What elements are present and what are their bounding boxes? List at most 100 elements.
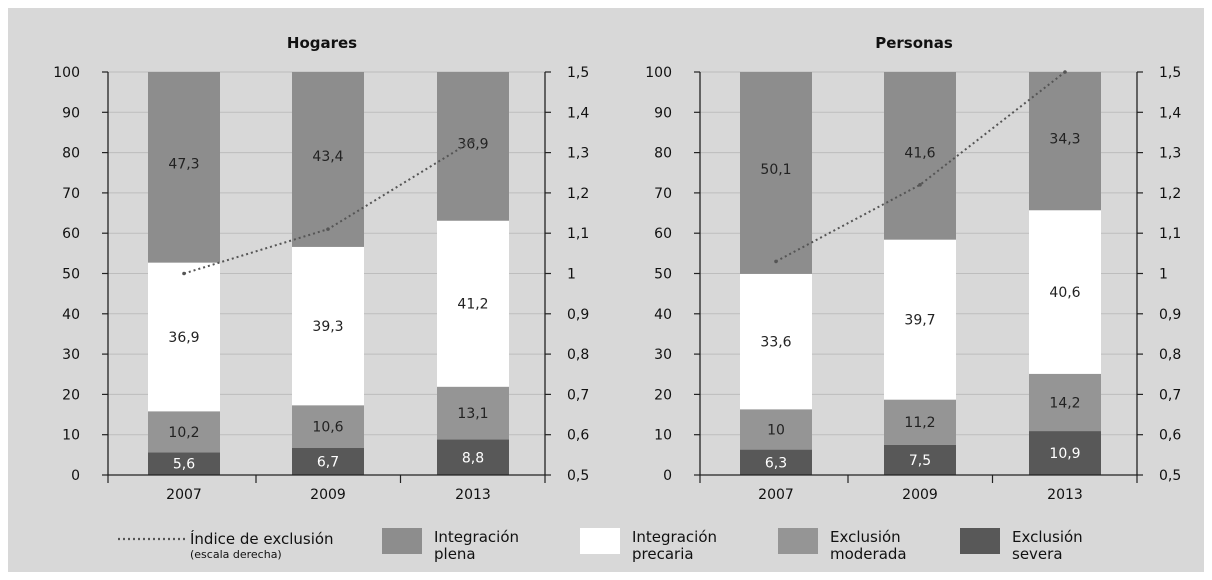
- y2-tick-label: 1,1: [1159, 226, 1181, 242]
- x-tick-label: 2007: [166, 487, 202, 503]
- bar-value-label: 11,2: [904, 415, 935, 431]
- bar-value-label: 5,6: [173, 457, 195, 473]
- y-tick-label: 100: [645, 65, 672, 81]
- legend: Índice de exclusión(escala derecha) Integ…: [118, 528, 1083, 563]
- y-tick-label: 90: [62, 105, 80, 121]
- bar-segment: [884, 444, 956, 475]
- legend-exclusion-severa-label: Exclusión: [1012, 528, 1083, 546]
- y-tick-label: 100: [53, 65, 80, 81]
- bar-segment: [740, 409, 812, 450]
- bar-segment: [437, 220, 509, 387]
- y2-tick-label: 0,5: [567, 468, 589, 484]
- index-point: [182, 271, 186, 276]
- bar-value-label: 10: [767, 422, 785, 438]
- bar-segment: [1029, 431, 1101, 475]
- legend-exclusion-severa-swatch: [960, 528, 1000, 554]
- y-tick-label: 0: [71, 468, 80, 484]
- y2-tick-label: 1,3: [567, 146, 589, 162]
- bar-segment: [292, 72, 364, 247]
- legend-exclusion-severa-label-line2: severa: [1012, 545, 1063, 563]
- y2-tick-label: 0,5: [1159, 468, 1181, 484]
- y-tick-label: 30: [654, 347, 672, 363]
- y-tick-label: 80: [62, 146, 80, 162]
- bar-value-label: 10,6: [312, 420, 343, 436]
- y-tick-label: 0: [663, 468, 672, 484]
- y2-tick-label: 1: [567, 267, 576, 283]
- y2-tick-label: 1,4: [1159, 105, 1181, 121]
- y2-tick-label: 0,6: [567, 428, 589, 444]
- x-tick-label: 2007: [758, 487, 794, 503]
- y2-tick-label: 0,8: [1159, 347, 1181, 363]
- y-tick-label: 60: [654, 226, 672, 242]
- chart-panel-hogares: Hogares 0 10 20 30 40 50 60 70 80 90 100 0,5 0,6 0,7 0,…: [53, 34, 589, 503]
- index-point: [326, 227, 330, 231]
- chart-panel-personas: Personas 0 10 20 30 40 50 60 70 80 90 100 0,5 0,6 0,7 0…: [645, 34, 1181, 503]
- bar-value-label: 10,9: [1049, 446, 1080, 462]
- bar-value-label: 40,6: [1049, 285, 1080, 301]
- bar-segment: [292, 246, 364, 406]
- bar-value-label: 6,3: [765, 455, 787, 471]
- legend-integracion-plena-label-line2: plena: [434, 545, 476, 563]
- x-tick-label: 2013: [1047, 487, 1083, 503]
- y-tick-label: 60: [62, 226, 80, 242]
- y2-tick-label: 0,7: [567, 387, 589, 403]
- y2-tick-label: 1,5: [1159, 65, 1181, 81]
- bar-value-label: 36,9: [457, 136, 488, 152]
- index-point: [774, 259, 778, 264]
- bar-segment: [148, 452, 220, 475]
- bar-value-label: 39,7: [904, 313, 935, 329]
- bar-value-label: 8,8: [462, 450, 484, 466]
- bar-segment: [1029, 210, 1101, 374]
- bar-segment: [1029, 373, 1101, 432]
- bar-segment: [884, 399, 956, 445]
- y-tick-label: 20: [654, 387, 672, 403]
- y2-tick-label: 0,7: [1159, 387, 1181, 403]
- bar-segment: [740, 273, 812, 410]
- index-point: [1063, 70, 1067, 74]
- y2-tick-label: 1,5: [567, 65, 589, 81]
- bar-value-label: 47,3: [168, 156, 199, 172]
- bar-segment: [740, 72, 812, 274]
- bar-segment: [884, 72, 956, 240]
- y-tick-label: 40: [654, 307, 672, 323]
- bar-segment: [292, 405, 364, 448]
- bar-value-label: 41,2: [457, 297, 488, 313]
- legend-exclusion-moderada-label: Exclusión: [830, 528, 901, 546]
- bar-segment: [740, 449, 812, 475]
- x-tick-label: 2009: [310, 487, 346, 503]
- bar-segment: [148, 262, 220, 412]
- bar-segment: [437, 72, 509, 221]
- index-point: [918, 183, 922, 187]
- bar-segment: [1029, 72, 1101, 211]
- bar-segment: [437, 439, 509, 475]
- y-tick-label: 90: [654, 105, 672, 121]
- y-tick-label: 50: [62, 267, 80, 283]
- index-point: [471, 138, 475, 143]
- bar-value-label: 14,2: [1049, 395, 1080, 411]
- y2-tick-label: 1,2: [1159, 186, 1181, 202]
- y2-tick-label: 0,8: [567, 347, 589, 363]
- chart-title: Personas: [875, 34, 953, 52]
- y2-tick-label: 0,9: [567, 307, 589, 323]
- bar-segment: [148, 411, 220, 453]
- y2-tick-label: 1,4: [567, 105, 589, 121]
- y2-tick-label: 0,6: [1159, 428, 1181, 444]
- legend-index-sublabel: (escala derecha): [190, 548, 282, 561]
- x-tick-label: 2009: [902, 487, 938, 503]
- bar-value-label: 39,3: [312, 319, 343, 335]
- y-tick-label: 20: [62, 387, 80, 403]
- bar-value-label: 33,6: [760, 335, 791, 351]
- bar-value-label: 50,1: [760, 162, 791, 178]
- x-tick-label: 2013: [455, 487, 491, 503]
- y-tick-label: 80: [654, 146, 672, 162]
- bar-segment: [884, 239, 956, 400]
- y2-tick-label: 1,1: [567, 226, 589, 242]
- bar-value-label: 36,9: [168, 330, 199, 346]
- bar-value-label: 13,1: [457, 406, 488, 422]
- y-tick-label: 30: [62, 347, 80, 363]
- bar-segment: [148, 72, 220, 263]
- legend-integracion-plena-label: Integración: [434, 528, 519, 546]
- legend-integracion-precaria-label-line2: precaria: [632, 545, 694, 563]
- chart-title: Hogares: [287, 34, 357, 52]
- y2-tick-label: 1: [1159, 267, 1168, 283]
